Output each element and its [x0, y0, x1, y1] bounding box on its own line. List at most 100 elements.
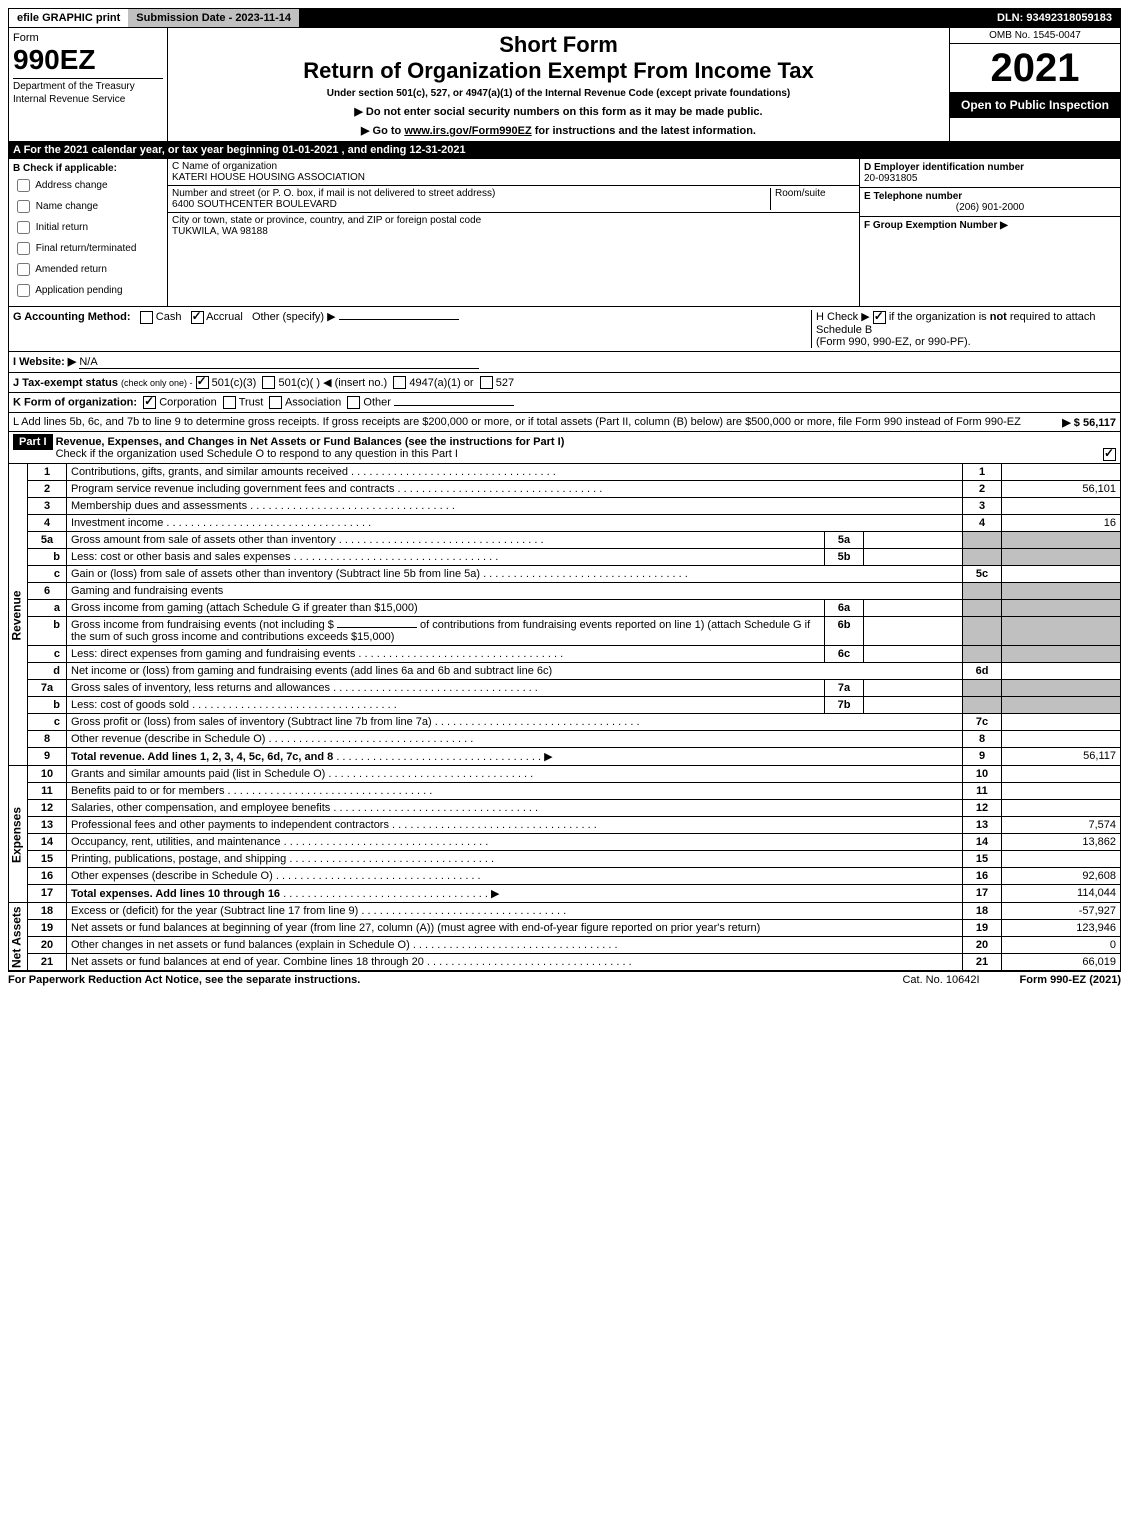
shaded-cell — [963, 680, 1002, 697]
check-h[interactable] — [873, 311, 886, 324]
check-application-pending[interactable]: Application pending — [13, 281, 163, 300]
line-right-no: 2 — [963, 481, 1002, 498]
section-def: D Employer identification number 20-0931… — [860, 159, 1120, 306]
line-desc: Salaries, other compensation, and employ… — [71, 802, 330, 814]
trust-label: Trust — [239, 397, 264, 409]
check-final-return[interactable]: Final return/terminated — [13, 239, 163, 258]
line-value — [1002, 800, 1121, 817]
table-row: c Gross profit or (loss) from sales of i… — [9, 714, 1121, 731]
part-i-table: Revenue 1 Contributions, gifts, grants, … — [8, 464, 1121, 971]
website-value: N/A — [79, 356, 479, 369]
table-row: 15 Printing, publications, postage, and … — [9, 851, 1121, 868]
check-501c[interactable] — [262, 376, 275, 389]
line-right-no: 6d — [963, 663, 1002, 680]
line-desc: Contributions, gifts, grants, and simila… — [71, 466, 348, 478]
line-desc: Program service revenue including govern… — [71, 483, 394, 495]
tax-exempt-note: (check only one) - — [121, 378, 193, 388]
line-desc: Gross amount from sale of assets other t… — [71, 534, 336, 546]
row-l: L Add lines 5b, 6c, and 7b to line 9 to … — [8, 413, 1121, 432]
inline-box-label: 7b — [825, 697, 864, 714]
line-desc: Printing, publications, postage, and shi… — [71, 853, 286, 865]
section-b-label: B Check if applicable: — [13, 163, 163, 174]
table-row: 2 Program service revenue including gove… — [9, 481, 1121, 498]
table-row: Expenses 10 Grants and similar amounts p… — [9, 766, 1121, 783]
org-name: KATERI HOUSE HOUSING ASSOCIATION — [172, 172, 855, 183]
check-schedule-o[interactable] — [1103, 448, 1116, 461]
line-no: 1 — [28, 464, 67, 481]
footer-center: Cat. No. 10642I — [902, 974, 979, 986]
table-row: b Less: cost or other basis and sales ex… — [9, 549, 1121, 566]
line-no: 6 — [28, 583, 67, 600]
line-right-no: 14 — [963, 834, 1002, 851]
line-value — [1002, 464, 1121, 481]
footer: For Paperwork Reduction Act Notice, see … — [8, 971, 1121, 986]
table-row: 16 Other expenses (describe in Schedule … — [9, 868, 1121, 885]
check-other-org[interactable] — [347, 396, 360, 409]
check-initial-return[interactable]: Initial return — [13, 218, 163, 237]
street-value: 6400 SOUTHCENTER BOULEVARD — [172, 199, 770, 210]
line-no: 7a — [28, 680, 67, 697]
check-trust[interactable] — [223, 396, 236, 409]
check-527[interactable] — [480, 376, 493, 389]
line-value — [1002, 783, 1121, 800]
form-subtitle: Under section 501(c), 527, or 4947(a)(1)… — [172, 88, 945, 99]
check-accrual[interactable] — [191, 311, 204, 324]
table-row: Net Assets 18 Excess or (deficit) for th… — [9, 903, 1121, 920]
omb-number: OMB No. 1545-0047 — [950, 28, 1120, 44]
line-value: 123,946 — [1002, 920, 1121, 937]
table-row: c Less: direct expenses from gaming and … — [9, 646, 1121, 663]
line-desc: Membership dues and assessments — [71, 500, 247, 512]
check-name-change[interactable]: Name change — [13, 197, 163, 216]
top-bar: efile GRAPHIC print Submission Date - 20… — [8, 8, 1121, 28]
table-row: 20 Other changes in net assets or fund b… — [9, 937, 1121, 954]
shaded-cell — [963, 583, 1002, 600]
efile-button[interactable]: efile GRAPHIC print — [9, 9, 128, 27]
check-association[interactable] — [269, 396, 282, 409]
check-501c3[interactable] — [196, 376, 209, 389]
room-suite-label: Room/suite — [770, 188, 855, 210]
check-corporation[interactable] — [143, 396, 156, 409]
tax-year: 2021 — [950, 44, 1120, 92]
line-no: d — [28, 663, 67, 680]
submission-date-button[interactable]: Submission Date - 2023-11-14 — [128, 9, 299, 27]
line-desc: Other revenue (describe in Schedule O) — [71, 733, 265, 745]
row-l-value: ▶ $ 56,117 — [1062, 416, 1116, 429]
inline-box-value — [864, 646, 963, 663]
line-desc: Gross sales of inventory, less returns a… — [71, 682, 330, 694]
check-cash[interactable] — [140, 311, 153, 324]
header-center: Short Form Return of Organization Exempt… — [168, 28, 949, 141]
opt-527: 527 — [496, 377, 514, 389]
check-label: Initial return — [36, 222, 88, 233]
line-value: -57,927 — [1002, 903, 1121, 920]
line-desc: Gross profit or (loss) from sales of inv… — [71, 716, 432, 728]
line-no: c — [28, 646, 67, 663]
check-label: Address change — [35, 180, 107, 191]
line-value: 66,019 — [1002, 954, 1121, 971]
table-row: c Gain or (loss) from sale of assets oth… — [9, 566, 1121, 583]
irs-link[interactable]: www.irs.gov/Form990EZ — [404, 125, 531, 137]
dept-label-1: Department of the Treasury — [13, 81, 163, 92]
check-label: Final return/terminated — [36, 243, 137, 254]
table-row: 14 Occupancy, rent, utilities, and maint… — [9, 834, 1121, 851]
check-label: Application pending — [35, 285, 122, 296]
check-address-change[interactable]: Address change — [13, 176, 163, 195]
table-row: d Net income or (loss) from gaming and f… — [9, 663, 1121, 680]
line-no: 15 — [28, 851, 67, 868]
table-row: 21 Net assets or fund balances at end of… — [9, 954, 1121, 971]
check-amended-return[interactable]: Amended return — [13, 260, 163, 279]
line-desc: Total expenses. Add lines 10 through 16 — [71, 888, 280, 900]
row-h: H Check ▶ if the organization is not req… — [811, 310, 1116, 348]
line-value — [1002, 766, 1121, 783]
arrow-icon: ▶ — [544, 751, 552, 763]
inline-box-label: 6a — [825, 600, 864, 617]
line-value: 13,862 — [1002, 834, 1121, 851]
shaded-cell — [1002, 600, 1121, 617]
h-text: (Form 990, 990-EZ, or 990-PF). — [816, 336, 971, 348]
ein-value: 20-0931805 — [864, 173, 1116, 184]
check-4947[interactable] — [393, 376, 406, 389]
h-not: not — [990, 311, 1007, 323]
line-right-no: 11 — [963, 783, 1002, 800]
part-i-header-row: Part I Revenue, Expenses, and Changes in… — [8, 432, 1121, 464]
line-desc: Excess or (deficit) for the year (Subtra… — [71, 905, 358, 917]
line-desc: Other changes in net assets or fund bala… — [71, 939, 410, 951]
